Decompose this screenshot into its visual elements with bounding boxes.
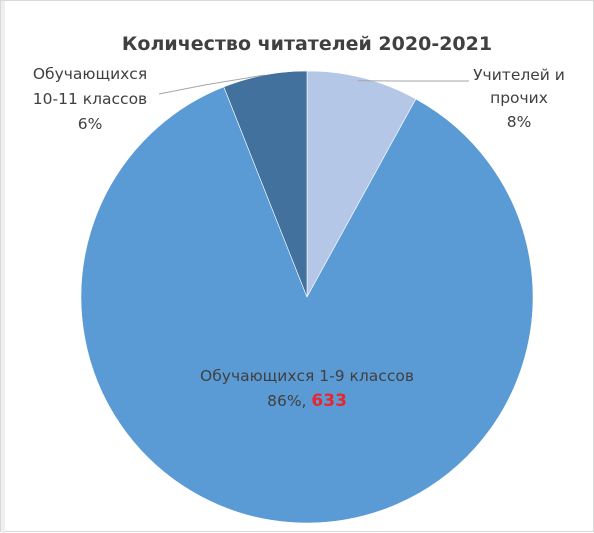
data-label-grades1011-percent: 6% [78, 115, 103, 133]
pie-slices [81, 71, 533, 523]
data-label-grades19-values: 86%, 633 [267, 391, 347, 411]
data-label-grades1011-name: 10-11 классов [33, 90, 147, 108]
data-label-grades19-count: 633 [311, 391, 347, 411]
data-label-grades19-percent: 86%, [267, 392, 311, 410]
data-label-teachers-name: прочих [490, 89, 548, 107]
data-label-grades1011-name: Обучающихся [33, 65, 147, 83]
data-label-teachers-percent: 8% [507, 113, 532, 131]
chart-title: Количество читателей 2020-2021 [122, 33, 492, 55]
data-label-grades19-name: Обучающихся 1-9 классов [200, 367, 414, 385]
data-label-teachers-name: Учителей и [473, 66, 565, 84]
